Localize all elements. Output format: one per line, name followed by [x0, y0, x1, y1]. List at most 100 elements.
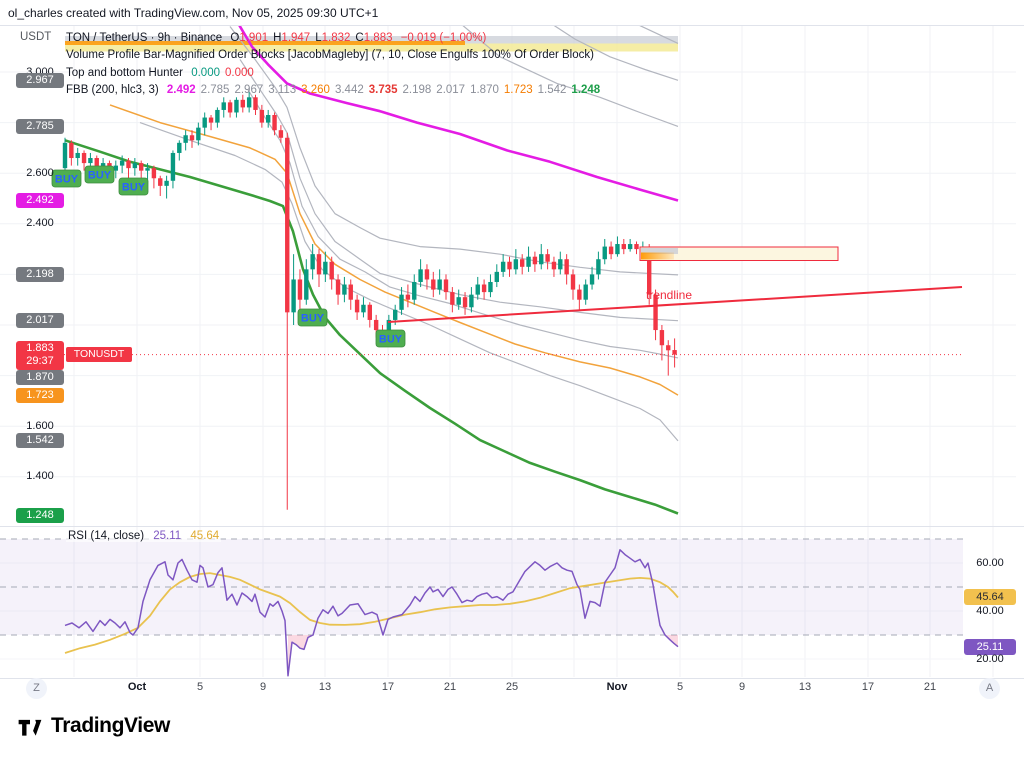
buy-marker — [84, 165, 115, 184]
hunter-values: 0.000 0.000 — [186, 67, 254, 79]
price-label-2.198: 2.198 — [16, 267, 64, 283]
time-label-5: 5 — [196, 681, 204, 693]
rsi-line — [64, 549, 679, 677]
fbb-basis — [238, 26, 679, 202]
fbb-value: 2.198 — [402, 84, 432, 97]
fbb-value: 2.785 — [200, 84, 230, 97]
legend-row-volume-profile[interactable]: Volume Profile Bar-Magnified Order Block… — [66, 47, 600, 64]
fbb-value: 2.967 — [234, 84, 264, 97]
fbb-value: 3.113 — [268, 84, 297, 97]
fbb-value: 1.870 — [470, 84, 499, 97]
fbb-lower-1248 — [64, 139, 679, 515]
indicator-hunter-label: Top and bottom Hunter — [66, 66, 183, 79]
svg-text:BUY: BUY — [88, 170, 112, 182]
fbb-value: 3.735 — [368, 84, 398, 97]
ohlc-H: H1.947 — [273, 32, 311, 44]
price-label-2.785: 2.785 — [16, 118, 64, 134]
svg-text:BUY: BUY — [379, 334, 403, 346]
time-label-Nov: Nov — [606, 681, 628, 693]
hunter-value: 0.000 — [224, 66, 254, 79]
fbb-value: 3.442 — [334, 84, 364, 97]
fbb-value: 2.017 — [436, 84, 466, 97]
buy-markers: BUY BUY BUY BUY BUY — [51, 165, 406, 348]
pane-top-border — [0, 25, 1024, 26]
indicator-volume-profile-label: Volume Profile Bar-Magnified Order Block… — [66, 49, 594, 62]
legend-row-fbb[interactable]: FBB (200, hlc3, 3) 2.492 2.785 2.967 3.113 3… — [66, 82, 600, 99]
bar-countdown: 29:37 — [26, 355, 54, 368]
tradingview-logo[interactable]: TradingView — [16, 712, 170, 740]
tradingview-logo-text: TradingView — [51, 714, 170, 737]
timezone-button[interactable]: Z — [26, 678, 47, 699]
fbb-lower-2017 — [239, 59, 679, 322]
fbb-lower-1870 — [247, 89, 679, 359]
rsi-axis-label-45.64: 45.64 — [964, 589, 1016, 606]
trendline-label: trendline — [646, 288, 692, 302]
order-block-right — [639, 246, 839, 261]
time-axis-border — [0, 678, 1024, 679]
rsi-axis-label-20.00: 20.00 — [976, 653, 1004, 665]
legend-row-symbol[interactable]: TON / TetherUS · 9h · Binance O1.901 H1.9… — [66, 30, 600, 47]
time-label-21: 21 — [443, 681, 457, 693]
rsi-ma-value: 45.64 — [190, 530, 220, 542]
svg-text:BUY: BUY — [55, 174, 79, 186]
price-label-1.600: 1.600 — [26, 419, 54, 432]
price-label-1.723: 1.723 — [16, 387, 64, 403]
time-label-25: 25 — [505, 681, 519, 693]
price-label-2.967: 2.967 — [16, 72, 64, 88]
auto-scale-button[interactable]: A — [979, 678, 1000, 699]
fbb-value: 1.248 — [571, 84, 601, 97]
time-label-17: 17 — [381, 681, 395, 693]
buy-marker — [51, 169, 82, 188]
time-label-5: 5 — [676, 681, 684, 693]
fbb-lower-1542 — [139, 122, 679, 442]
legend-row-hunter[interactable]: Top and bottom Hunter 0.000 0.000 — [66, 65, 600, 82]
legend-block: TON / TetherUS · 9h · Binance O1.901 H1.9… — [66, 30, 600, 100]
time-label-17: 17 — [861, 681, 875, 693]
trendline — [387, 286, 963, 323]
rsi-value: 25.11 — [153, 530, 182, 542]
time-label-21: 21 — [923, 681, 937, 693]
last-price-value: 1.883 — [26, 341, 54, 354]
rsi-ma-line — [64, 572, 679, 654]
grid — [0, 26, 1016, 677]
rsi-axis-label-60.00: 60.00 — [976, 557, 1004, 569]
ohlc-C: C1.883 — [355, 32, 393, 44]
buy-marker — [118, 177, 149, 196]
price-axis-currency: USDT — [20, 31, 52, 43]
change-value: −0.019 (−1.00%) — [400, 32, 487, 44]
rsi-axis-label-40.00: 40.00 — [976, 605, 1004, 617]
time-label-Oct: Oct — [127, 681, 147, 693]
indicator-fbb-label: FBB (200, hlc3, 3) — [66, 84, 159, 97]
price-label-1.400: 1.400 — [26, 470, 54, 483]
price-label-2.600: 2.600 — [26, 166, 54, 179]
price-label-1.542: 1.542 — [16, 433, 64, 449]
price-label-2.400: 2.400 — [26, 217, 54, 230]
fbb-upper-3113 — [639, 26, 679, 44]
price-label-2.492: 2.492 — [16, 193, 64, 209]
rsi-axis-label-25.11: 25.11 — [964, 638, 1016, 655]
fbb-upper-2967 — [553, 26, 679, 81]
price-label-1.248: 1.248 — [16, 507, 64, 523]
time-label-9: 9 — [259, 681, 267, 693]
time-label-9: 9 — [738, 681, 746, 693]
candles-group — [62, 92, 677, 510]
fbb-value: 1.723 — [503, 84, 533, 97]
symbol-price-tag: TONUSDT — [66, 347, 132, 363]
fbb-upper-2785 — [462, 26, 679, 127]
fbb-value: 2.492 — [166, 84, 196, 97]
pane-separator[interactable] — [0, 526, 1024, 527]
ohlc-L: L1.832 — [315, 32, 351, 44]
time-label-13: 13 — [798, 681, 812, 693]
svg-text:BUY: BUY — [122, 182, 146, 194]
buy-marker — [375, 329, 406, 348]
rsi-pane — [0, 538, 963, 677]
ohlc-O: O1.901 — [230, 32, 269, 44]
price-label-2.017: 2.017 — [16, 313, 64, 329]
price-label-1.870: 1.870 — [16, 370, 64, 386]
hunter-value: 0.000 — [191, 66, 220, 79]
last-price-badge[interactable]: 1.883 29:37 — [16, 340, 64, 370]
fbb-value: 3.260 — [301, 84, 330, 97]
rsi-legend[interactable]: RSI (14, close) 25.11 45.64 — [66, 530, 222, 542]
